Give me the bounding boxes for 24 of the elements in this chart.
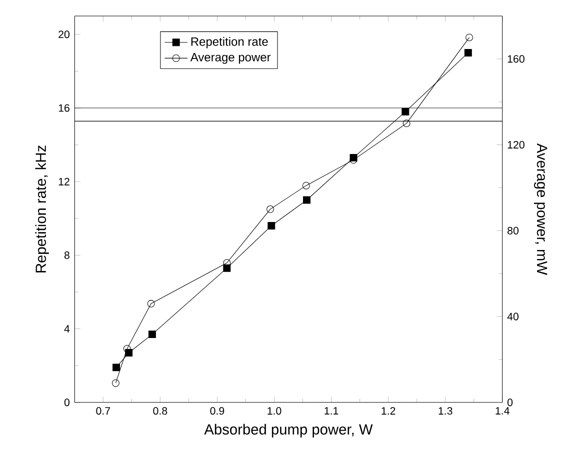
- y-tick-label: 12: [58, 178, 70, 186]
- y-tick-label: 0: [64, 398, 70, 406]
- x-tick-label: 1.1: [324, 406, 338, 414]
- y-axis-title: Repetition rate, kHz: [35, 145, 49, 272]
- x-axis-title: Absorbed pump power, W: [204, 424, 373, 438]
- x-tick-label: 1.0: [268, 406, 282, 414]
- y-tick-label: 4: [64, 324, 70, 332]
- y-tick-label: 16: [58, 104, 70, 112]
- legend-label: Average power: [190, 52, 271, 64]
- x-tick-label: 0.7: [96, 406, 110, 414]
- y-tick-label: 8: [64, 251, 70, 259]
- y2-tick-label: 160: [508, 54, 524, 63]
- x-tick-label: 0.9: [210, 406, 224, 414]
- legend-label: Repetition rate: [191, 36, 268, 48]
- y2-axis-title: Average power, mW: [534, 143, 548, 275]
- y-tick-label: 20: [58, 30, 70, 38]
- x-tick-label: 1.2: [382, 406, 396, 414]
- x-tick-label: 0.8: [153, 406, 168, 414]
- x-tick-label: 1.4: [496, 406, 510, 414]
- y2-tick-label: 40: [507, 312, 519, 320]
- x-tick-label: 1.3: [438, 406, 452, 414]
- y2-tick-label: 0: [507, 398, 513, 406]
- y2-tick-label: 120: [508, 140, 524, 148]
- y2-tick-label: 80: [508, 226, 519, 234]
